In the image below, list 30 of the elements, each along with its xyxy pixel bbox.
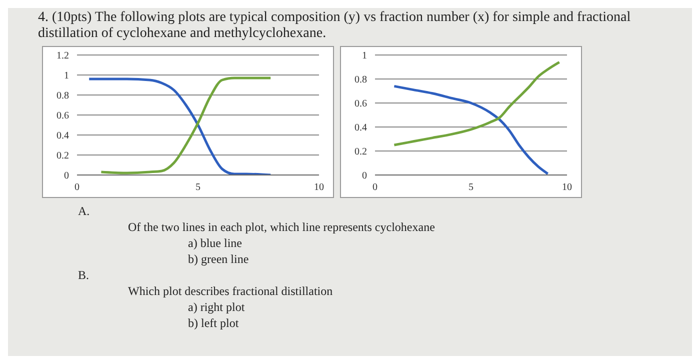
y-tick-label: 0.6 (56, 110, 69, 122)
text: Which plot describes fractional distillation (127, 284, 334, 298)
line-series (392, 60, 561, 146)
x-tick-label: 10 (314, 182, 324, 194)
y-tick-label: 0.8 (56, 90, 69, 102)
x-tick-label: 0 (372, 182, 378, 194)
text: a) blue line (187, 236, 243, 250)
y-tick-label: 0.8 (354, 74, 367, 86)
x-tick-label: 5 (196, 182, 200, 194)
y-tick-label: 0.2 (56, 150, 69, 162)
y-tick-label: 0.6 (354, 98, 367, 110)
text: b) green line (187, 252, 250, 266)
text: B. (78, 268, 90, 282)
text: a) right plot (187, 300, 246, 314)
y-tick-label: 0 (64, 170, 69, 182)
y-tick-label: 1 (64, 70, 69, 82)
text: A. (78, 204, 91, 218)
x-tick-label: 5 (468, 182, 474, 194)
y-tick-label: 0.2 (354, 146, 367, 158)
y-tick-label: 0.4 (56, 130, 69, 142)
y-tick-label: 1 (362, 50, 367, 62)
line-series (392, 84, 550, 175)
text: b) left plot (187, 316, 240, 330)
y-tick-label: 0 (362, 170, 367, 182)
text: Of the two lines in each plot, which line represents cyclohexane (127, 220, 436, 234)
x-tick-label: 0 (74, 182, 80, 194)
x-tick-label: 10 (562, 182, 572, 194)
y-tick-label: 1.2 (56, 50, 69, 62)
y-tick-label: 0.4 (354, 122, 367, 134)
chart-title: 4. (10pts) The following plots are typical composition (y) vs fraction number (x) for simple and fractional distillation of cyclohexane and methylcyclohexane. (37, 9, 632, 43)
